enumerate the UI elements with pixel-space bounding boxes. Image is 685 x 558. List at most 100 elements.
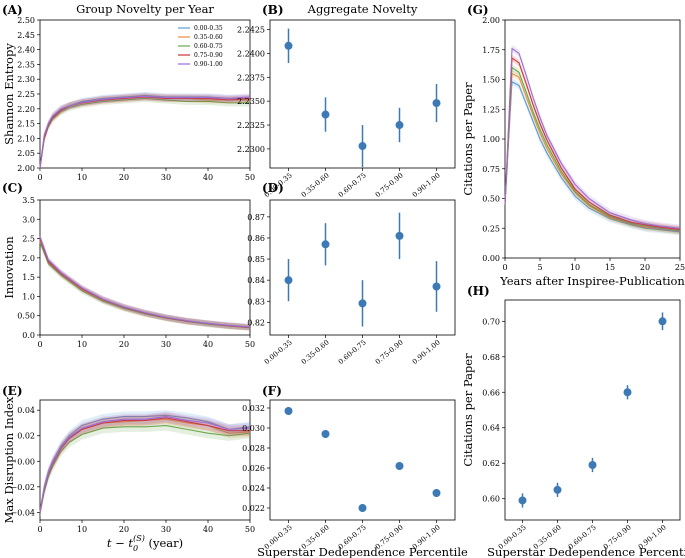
y-tick-label: 0.026 bbox=[242, 464, 265, 473]
y-tick-label: 0.82 bbox=[247, 318, 265, 327]
series-band bbox=[505, 44, 680, 232]
x-tick-label: 10 bbox=[570, 263, 580, 272]
x-label-part: t − t bbox=[107, 536, 134, 550]
y-tick-label: 0.25 bbox=[482, 224, 500, 233]
y-tick-label: 0.68 bbox=[482, 353, 500, 362]
data-point bbox=[432, 282, 441, 291]
series-line bbox=[39, 236, 251, 328]
panel-a: (A) 2.00 2.05 2.10 2.15 2.20 2.25 2.30 2.35 2.40 2… bbox=[2, 2, 255, 182]
y-tick-label: 2.30 bbox=[17, 75, 35, 84]
y-tick-label: 0.83 bbox=[247, 297, 265, 306]
y-axis-label: Shannon Entropy bbox=[2, 43, 16, 145]
data-point bbox=[358, 504, 367, 512]
x-tick-label: 40 bbox=[203, 525, 213, 534]
legend-entry: 0.60-0.75 bbox=[194, 43, 223, 50]
x-tick-label: 0.60-0.75 bbox=[337, 171, 368, 199]
y-tick-label: −0.02 bbox=[10, 483, 35, 492]
x-tick-label: 10 bbox=[77, 173, 87, 182]
data-point bbox=[321, 430, 330, 438]
x-tick-label: 0 bbox=[37, 340, 42, 349]
y-tick-label: 2.2325 bbox=[237, 121, 265, 130]
y-tick-label: 0.028 bbox=[242, 444, 265, 453]
series-line bbox=[39, 424, 251, 513]
y-tick-label: 0.00 bbox=[482, 254, 500, 263]
data-point bbox=[358, 142, 367, 151]
x-tick-label: 0.75-0.90 bbox=[374, 171, 405, 199]
y-tick-label: 0.62 bbox=[482, 459, 500, 468]
x-tick-label: 20 bbox=[640, 263, 650, 272]
y-tick-label: 0.032 bbox=[242, 404, 265, 413]
y-tick-label: 0.87 bbox=[247, 213, 265, 222]
data-point bbox=[395, 462, 404, 470]
y-tick-label: 2.10 bbox=[17, 134, 35, 143]
series-line bbox=[504, 66, 681, 232]
x-tick-label: 40 bbox=[203, 173, 213, 182]
series-line bbox=[504, 47, 681, 229]
panel-h: (H)0.600.620.640.660.680.700.00-0.35 0.35… bbox=[461, 284, 685, 558]
y-tick-label: 1.00 bbox=[482, 135, 500, 144]
y-tick-label: 2.50 bbox=[17, 16, 35, 25]
y-axis-label: Innovation bbox=[2, 236, 16, 299]
x-tick-label: 10 bbox=[77, 525, 87, 534]
panel-label: (C) bbox=[2, 181, 23, 195]
y-tick-label: 0.0 bbox=[22, 331, 35, 340]
plot-frame bbox=[39, 399, 251, 521]
x-tick-label: 30 bbox=[161, 173, 171, 182]
series-band bbox=[505, 54, 680, 234]
data-point bbox=[395, 121, 404, 130]
x-tick-label: 20 bbox=[119, 525, 129, 534]
y-axis-label: Citations per Paper bbox=[461, 353, 475, 467]
data-point bbox=[321, 240, 330, 249]
x-tick-label: 0 bbox=[502, 263, 507, 272]
data-point bbox=[395, 231, 404, 240]
x-tick-label: 5 bbox=[537, 263, 542, 272]
series-band bbox=[40, 233, 250, 330]
data-point bbox=[518, 496, 527, 505]
x-tick-label: 0.60-0.75 bbox=[337, 338, 368, 366]
data-point bbox=[432, 99, 441, 108]
data-point bbox=[588, 461, 597, 469]
data-point bbox=[358, 299, 367, 308]
series-line bbox=[39, 416, 251, 513]
x-tick-label: 50 bbox=[245, 340, 255, 349]
panel-label: (D) bbox=[262, 181, 284, 195]
series-line bbox=[39, 242, 251, 329]
y-tick-label: 2.5 bbox=[22, 235, 35, 244]
legend-entry: 0.75-0.90 bbox=[194, 52, 223, 59]
y-tick-label: 1.50 bbox=[482, 76, 500, 85]
x-tick-label: 20 bbox=[119, 340, 129, 349]
x-tick-label: 20 bbox=[119, 173, 129, 182]
y-tick-label: 1.0 bbox=[22, 292, 35, 301]
y-tick-label: 2.05 bbox=[17, 149, 35, 158]
plot-frame bbox=[504, 299, 681, 521]
y-tick-label: 0.60 bbox=[482, 495, 500, 504]
y-tick-label: 1.25 bbox=[482, 105, 500, 114]
x-tick-label: 0.90-1.00 bbox=[411, 338, 442, 366]
y-tick-label: 0.04 bbox=[17, 406, 35, 415]
panel-label: (B) bbox=[262, 3, 284, 17]
y-tick-label: 2.35 bbox=[17, 60, 35, 69]
x-label-sub: 0 bbox=[133, 544, 138, 553]
x-label-sup: (S) bbox=[133, 534, 145, 543]
y-tick-label: 0.64 bbox=[482, 424, 500, 433]
series-line bbox=[39, 95, 251, 169]
legend-entry: 0.90-1.00 bbox=[194, 61, 223, 68]
x-tick-label: 0.35-0.60 bbox=[300, 338, 331, 366]
y-tick-label: 2.00 bbox=[17, 164, 35, 173]
x-tick-label: 40 bbox=[203, 340, 213, 349]
x-tick-label: 30 bbox=[161, 525, 171, 534]
panel-label: (G) bbox=[467, 3, 489, 17]
data-point bbox=[321, 110, 330, 119]
y-tick-label: 2.15 bbox=[17, 120, 35, 129]
x-tick-label: 0 bbox=[37, 525, 42, 534]
x-tick-label: 0.90-1.00 bbox=[411, 171, 442, 199]
panel-label: (E) bbox=[2, 384, 23, 398]
panel-label: (F) bbox=[262, 384, 282, 398]
panel-g: (G) 0.00 0.25 0.50 0.75 1.00 1.25 1.50 1.75 2.00 0… bbox=[461, 3, 685, 288]
panel-title: Aggregate Novelty bbox=[307, 2, 418, 16]
y-axis-label: Citations per Paper bbox=[461, 82, 475, 196]
x-tick-label: 25 bbox=[675, 263, 685, 272]
y-tick-label: 2.2400 bbox=[237, 49, 265, 58]
series-band bbox=[40, 237, 250, 331]
